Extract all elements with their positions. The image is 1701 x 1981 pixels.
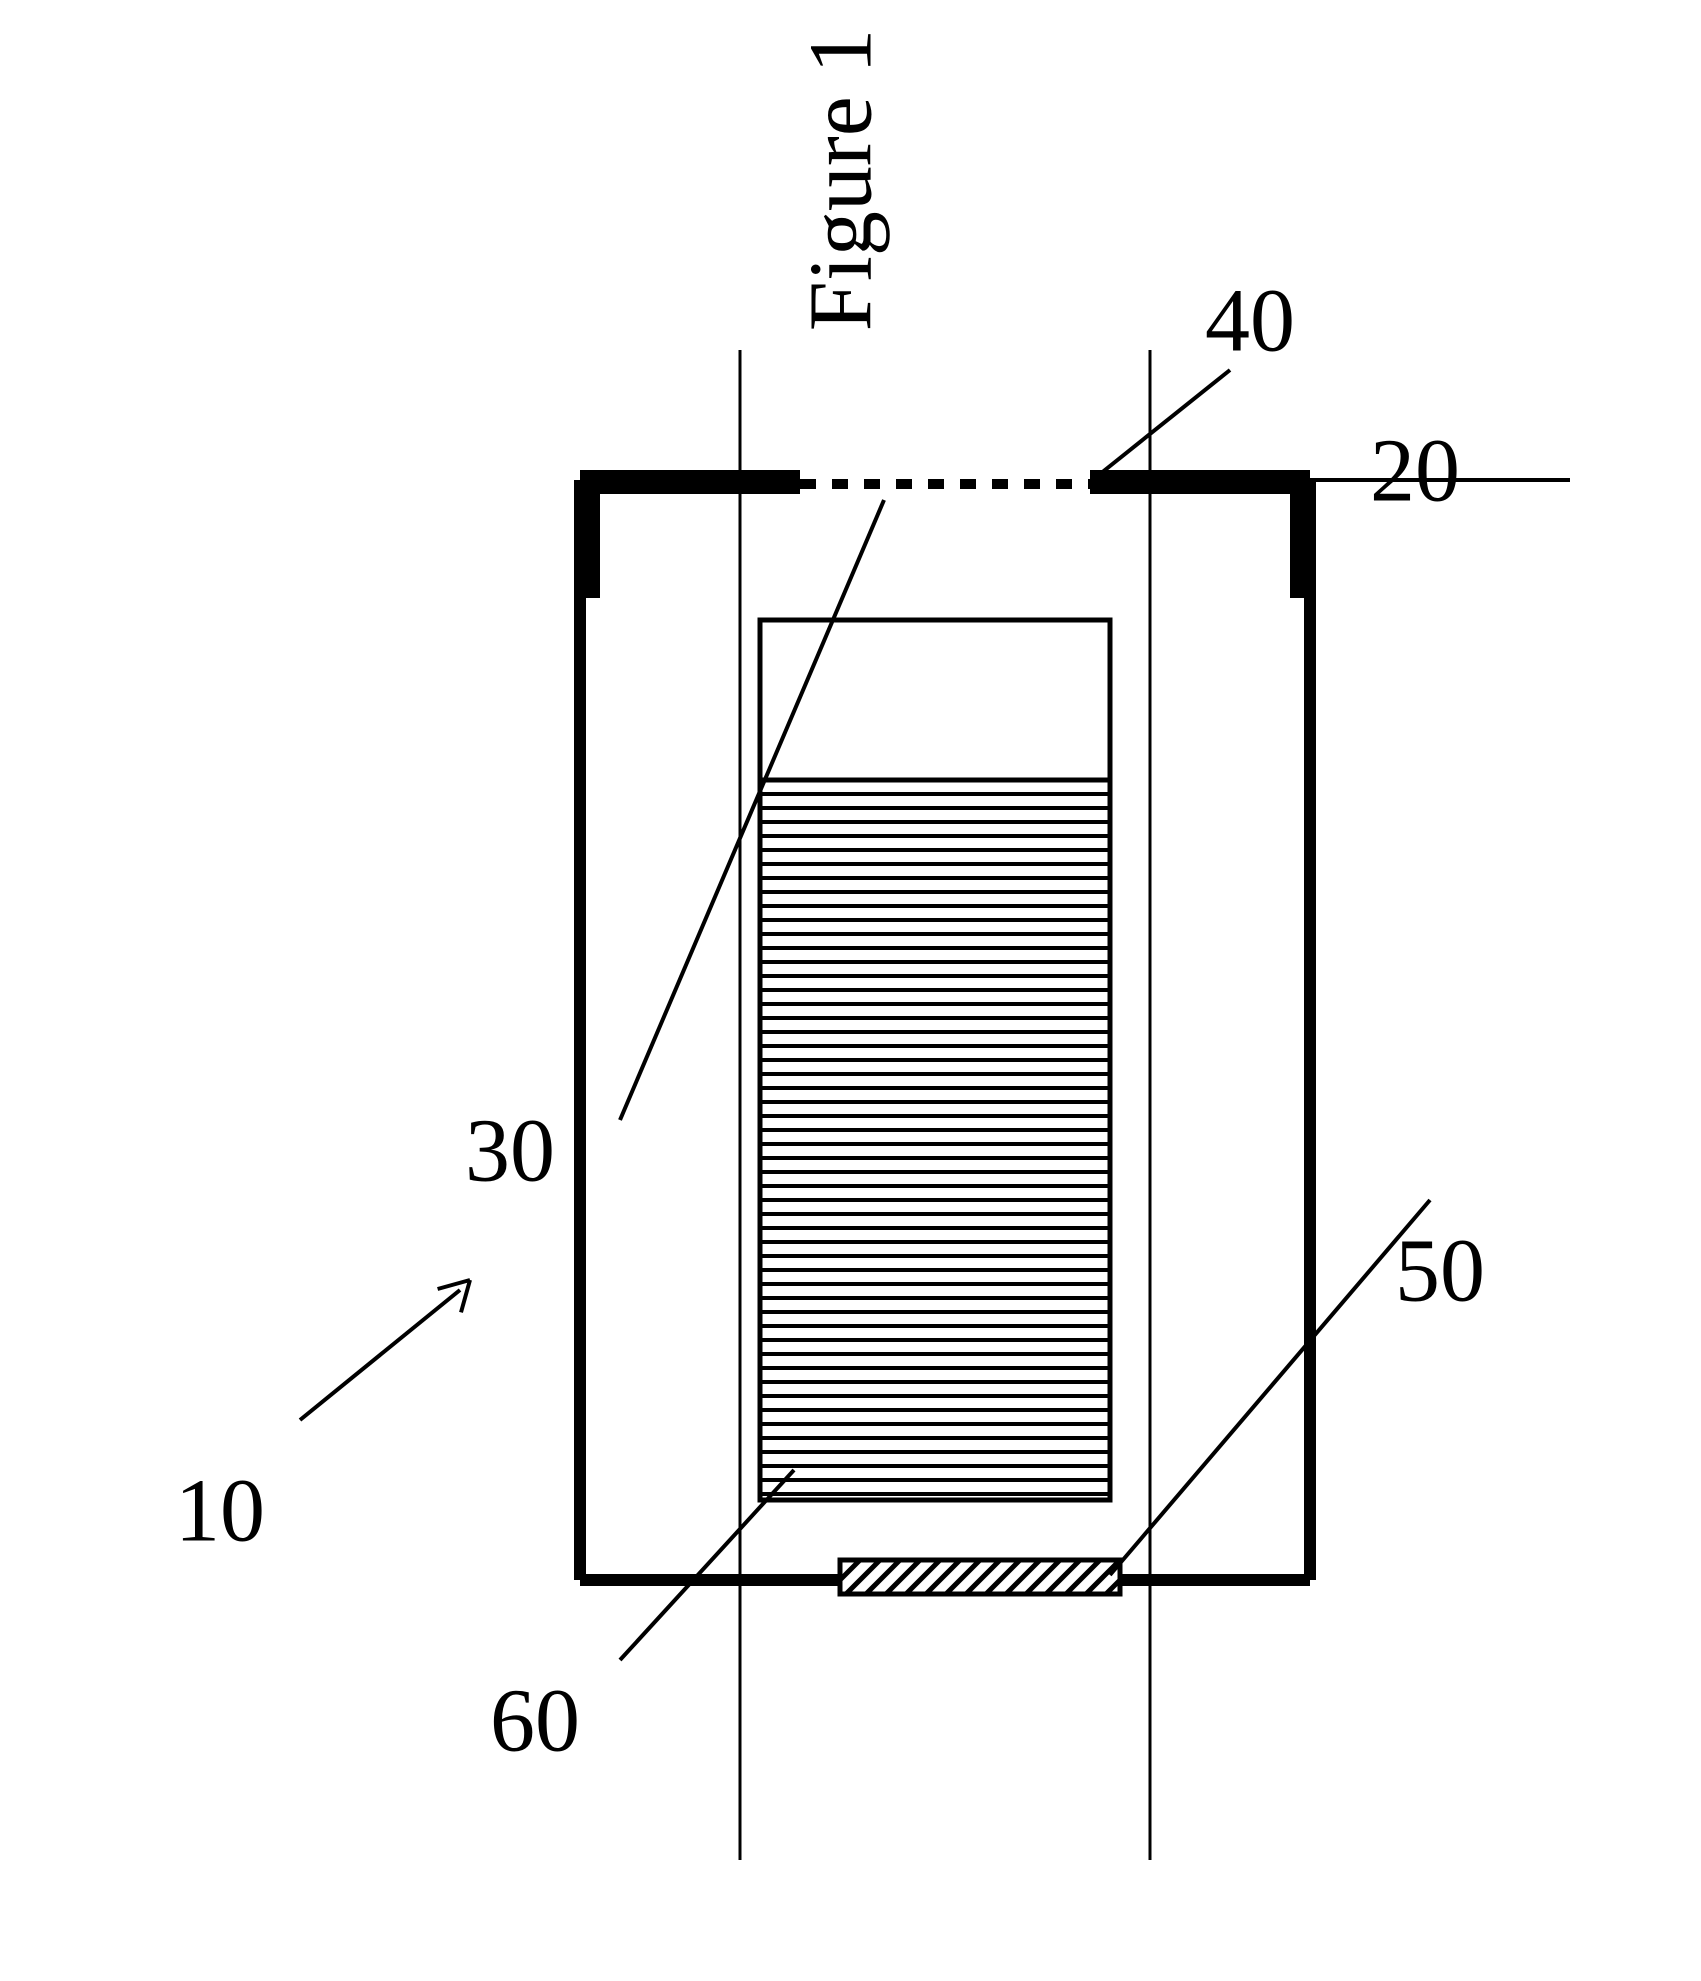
corner-tab-left bbox=[576, 488, 600, 598]
label-20: 20 bbox=[1370, 422, 1460, 521]
label-60: 60 bbox=[490, 1672, 580, 1771]
figure-title: Figure 1 bbox=[792, 29, 891, 331]
top-bar-left bbox=[580, 470, 800, 494]
label-50: 50 bbox=[1395, 1222, 1485, 1321]
svg-text:30: 30 bbox=[465, 1102, 555, 1201]
label-30: 30 bbox=[465, 1102, 555, 1201]
label-10: 10 bbox=[175, 1462, 265, 1561]
svg-text:20: 20 bbox=[1370, 422, 1460, 521]
svg-text:50: 50 bbox=[1395, 1222, 1485, 1321]
corner-tab-right bbox=[1290, 488, 1314, 598]
top-bar-right bbox=[1090, 470, 1310, 494]
label-40: 40 bbox=[1205, 272, 1295, 371]
svg-text:10: 10 bbox=[175, 1462, 265, 1561]
svg-text:Figure 1: Figure 1 bbox=[792, 29, 891, 331]
svg-text:60: 60 bbox=[490, 1672, 580, 1771]
svg-text:40: 40 bbox=[1205, 272, 1295, 371]
